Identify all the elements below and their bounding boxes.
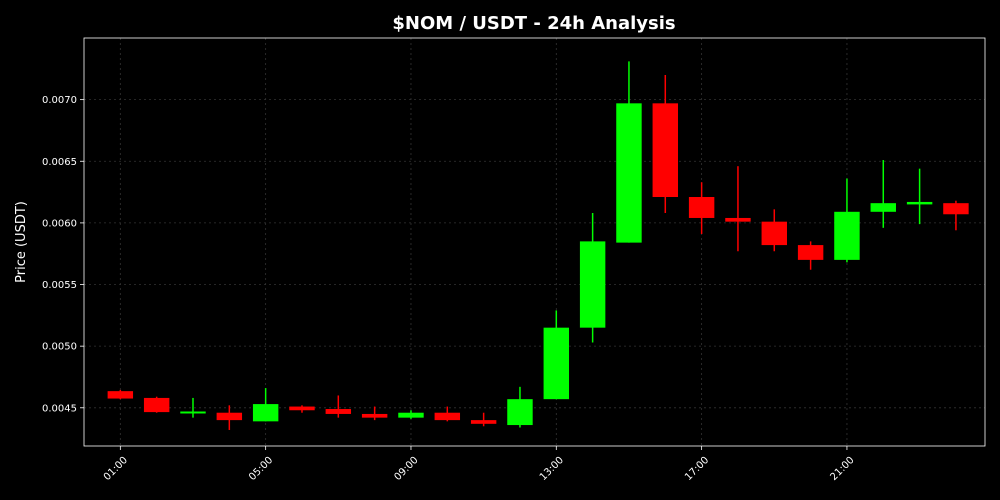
y-axis-label: Price (USDT) [14, 201, 29, 283]
candle-body-down [216, 412, 243, 421]
candles [107, 61, 969, 430]
candle-body-down [434, 412, 461, 421]
candle-body-down [725, 217, 751, 222]
y-tick-label: 0.0070 [42, 95, 77, 106]
candle-body-down [470, 420, 497, 424]
candle-body-up [180, 411, 206, 414]
candle-body-up [252, 404, 279, 422]
y-tick-label: 0.0060 [42, 218, 77, 229]
candle-body-up [906, 201, 933, 205]
candle-body-up [507, 399, 533, 426]
candle-body-down [361, 413, 388, 418]
y-tick-label: 0.0045 [42, 403, 77, 414]
candle-body-down [943, 203, 969, 215]
candle-body-down [143, 397, 170, 413]
candle-body-down [325, 409, 352, 414]
candle-body-up [579, 241, 606, 328]
candle-body-down [289, 406, 315, 411]
candle-body-up [398, 412, 424, 418]
y-tick-label: 0.0065 [42, 157, 77, 168]
y-axis-ticks: 0.0045 0.0050 0.0055 0.0060 0.0065 0.0070 [42, 95, 84, 414]
candle-body-up [834, 211, 860, 260]
y-tick-label: 0.0050 [42, 342, 77, 353]
candle-body-up [870, 203, 896, 212]
candle-body-up [543, 327, 570, 400]
candle-body-down [761, 221, 787, 246]
plot-frame [83, 37, 986, 447]
y-tick-label: 0.0055 [42, 280, 77, 291]
candle-body-down [688, 197, 715, 218]
chart-title: $NOM / USDT - 24h Analysis [392, 13, 675, 34]
candle-body-up [616, 103, 642, 243]
candle-body-down [652, 103, 679, 198]
candle-body-down [797, 245, 824, 260]
candle-body-down [107, 391, 134, 399]
